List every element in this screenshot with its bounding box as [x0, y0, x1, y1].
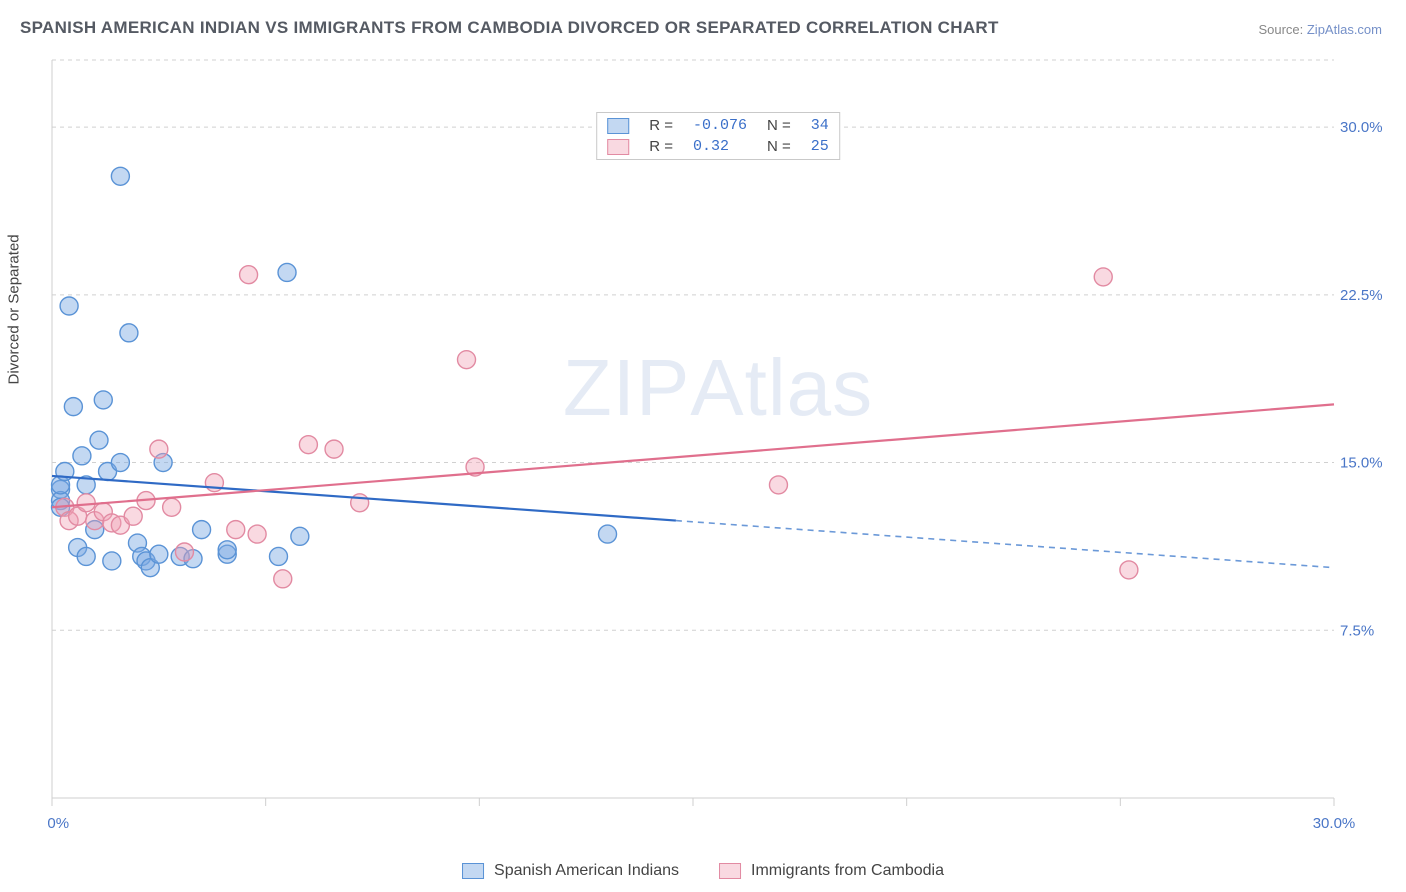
source-label: Source: — [1258, 22, 1306, 37]
legend-r-label: R = — [639, 136, 683, 157]
svg-text:30.0%: 30.0% — [1340, 119, 1383, 136]
legend-row-blue: R = -0.076 N = 34 — [597, 115, 839, 136]
source-credit: Source: ZipAtlas.com — [1258, 22, 1382, 37]
scatter-chart: 7.5% 15.0% 22.5% 30.0% 0.0% 30.0% — [48, 56, 1388, 846]
swatch-pink-icon — [607, 139, 629, 155]
svg-text:7.5%: 7.5% — [1340, 622, 1374, 639]
swatch-blue-icon — [607, 118, 629, 134]
swatch-blue-icon — [462, 863, 484, 879]
svg-text:0.0%: 0.0% — [48, 815, 69, 832]
legend-item-blue: Spanish American Indians — [462, 862, 679, 880]
legend-n-label: N = — [757, 115, 801, 136]
legend-row-pink: R = 0.32 N = 25 — [597, 136, 839, 157]
svg-text:22.5%: 22.5% — [1340, 287, 1383, 304]
svg-text:30.0%: 30.0% — [1313, 815, 1356, 832]
legend-table: R = -0.076 N = 34 R = 0.32 N = 25 — [597, 115, 839, 157]
source-site: ZipAtlas.com — [1307, 22, 1382, 37]
legend-pink-r: 0.32 — [683, 136, 757, 157]
legend-blue-label: Spanish American Indians — [494, 862, 679, 880]
chart-title: SPANISH AMERICAN INDIAN VS IMMIGRANTS FR… — [20, 18, 999, 38]
legend-blue-r: -0.076 — [683, 115, 757, 136]
legend-pink-n: 25 — [801, 136, 839, 157]
chart-area: Divorced or Separated R = -0.076 N = 34 … — [48, 56, 1388, 846]
legend-blue-n: 34 — [801, 115, 839, 136]
legend-series: Spanish American Indians Immigrants from… — [462, 862, 944, 880]
legend-r-label: R = — [639, 115, 683, 136]
legend-pink-label: Immigrants from Cambodia — [751, 862, 944, 880]
y-axis-label: Divorced or Separated — [6, 234, 23, 384]
svg-text:15.0%: 15.0% — [1340, 455, 1383, 472]
legend-n-label: N = — [757, 136, 801, 157]
legend-item-pink: Immigrants from Cambodia — [719, 862, 944, 880]
swatch-pink-icon — [719, 863, 741, 879]
legend-correlation: R = -0.076 N = 34 R = 0.32 N = 25 — [596, 112, 840, 160]
